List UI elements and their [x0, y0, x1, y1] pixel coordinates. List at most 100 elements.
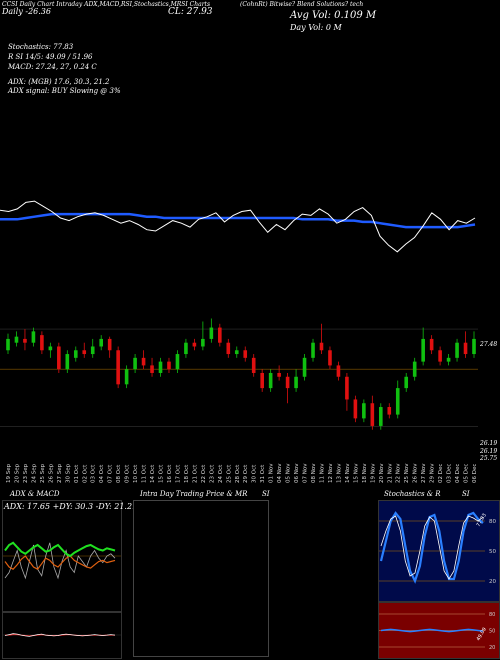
x-axis-tick-label: 13 Nov: [336, 463, 342, 483]
candle-body: [218, 327, 222, 343]
candle-body: [150, 365, 154, 373]
x-axis-tick-label: 21 Nov: [387, 463, 393, 483]
x-axis-tick-label: 20 Sep: [14, 463, 20, 483]
x-axis-tick-label: 24 Oct: [218, 464, 224, 483]
candle-body: [395, 388, 400, 415]
x-axis-tick-label: 14 Oct: [150, 464, 156, 483]
day-vol: Day Vol: 0 M: [290, 23, 342, 32]
candle-body: [234, 350, 239, 355]
candle-body: [116, 350, 120, 385]
x-axis-labels: 19 Sep 20 Sep 23 Sep 24 Sep 25 Sep 26 Sep 27 S…: [6, 463, 478, 483]
candle-body: [48, 346, 53, 351]
x-axis-tick-label: 04 Dec: [455, 464, 461, 483]
price-panel: [0, 318, 500, 460]
stoch-value-label: 77.83: [476, 513, 488, 528]
intraday-panel-title: Intra Day Trading Price & MR: [140, 490, 248, 498]
price-chart: [0, 318, 478, 430]
x-axis-tick-label: 25 Sep: [40, 463, 46, 483]
candle-body: [57, 346, 61, 370]
x-axis-tick-label: 26 Sep: [48, 463, 54, 483]
x-axis-tick-label: 06 Dec: [472, 464, 478, 483]
adx-chart: [3, 541, 121, 580]
rsi-series: [380, 628, 484, 633]
stoch-panel-title: Stochastics & R: [384, 490, 441, 498]
candle-body: [158, 361, 163, 373]
x-axis-tick-label: 11 Nov: [319, 463, 325, 483]
x-axis-tick-label: 29 Nov: [430, 463, 436, 483]
x-axis-tick-label: 20 Nov: [379, 463, 385, 483]
candle-body: [328, 350, 332, 366]
stoch-series-d: [380, 515, 484, 580]
x-axis-tick-label: 01 Oct: [74, 464, 80, 483]
adx-panel-values: ADX: 17.65 +DY: 30.3 -DY: 21.21: [4, 502, 138, 511]
x-axis-tick-label: 19 Nov: [370, 463, 376, 483]
price-label-bottom-3: 25.75: [480, 455, 498, 462]
candle-body: [107, 338, 112, 351]
stochastics-readout: Stochastics: 77.83: [8, 43, 74, 51]
x-axis-tick-label: 10 Oct: [133, 464, 139, 483]
header-top-line: CCSI Daily Chart Intraday ADX,MACD,RSI,S…: [2, 1, 211, 8]
x-axis-tick-label: 14 Nov: [345, 463, 351, 483]
candle-body: [133, 357, 137, 370]
x-axis-tick-label: 02 Dec: [438, 464, 444, 483]
candle-body: [141, 357, 146, 366]
candle-body: [251, 357, 256, 373]
candle-body: [336, 365, 341, 377]
x-axis-tick-label: 22 Nov: [396, 463, 402, 483]
adx-panel: [2, 500, 122, 612]
candle-body: [463, 342, 468, 355]
candle-body: [446, 357, 451, 362]
x-axis-tick-label: 11 Oct: [142, 464, 148, 483]
x-axis-tick-label: 22 Oct: [201, 464, 207, 483]
overlay-chart: [0, 200, 476, 253]
x-axis-tick-label: 18 Nov: [362, 463, 368, 483]
candle-body: [472, 338, 476, 355]
company-name: (CohnRt) Bitwise? Blend Solutions? tech: [240, 1, 364, 8]
candle-body: [429, 338, 434, 351]
candle-body: [31, 331, 36, 343]
x-axis-tick-label: 27 Nov: [421, 463, 427, 483]
x-axis-tick-label: 07 Nov: [303, 463, 309, 483]
x-axis-tick-label: 03 Dec: [447, 464, 453, 483]
x-axis-tick-label: 08 Nov: [311, 463, 317, 483]
candle-body: [404, 376, 409, 389]
macd-series-macd: [4, 633, 116, 637]
cl-value: CL: 27.93: [168, 7, 213, 17]
adx-series-plus-di: [4, 541, 116, 558]
x-axis-tick-label: 24 Sep: [31, 463, 37, 483]
price-label-bottom-2: 26.19: [480, 448, 498, 455]
stoch-tick-label: 80: [489, 519, 496, 525]
x-axis-tick-label: 30 Oct: [252, 464, 258, 483]
x-axis-tick-label: 30 Sep: [65, 463, 71, 483]
candle-body: [82, 350, 87, 355]
stoch-tick-label: 50: [489, 549, 496, 555]
candle-body: [65, 354, 70, 370]
adx-readout: ADX: (MGB) 17.6, 30.3, 21.2: [8, 78, 110, 86]
x-axis-tick-label: 25 Oct: [226, 464, 232, 483]
candle-body: [260, 372, 264, 389]
candle-body: [277, 372, 281, 377]
candle-body: [302, 357, 307, 377]
macd-readout: MACD: 27.24, 27, 0.24 C: [8, 63, 97, 71]
x-axis-tick-label: 05 Dec: [464, 464, 470, 483]
candle-body: [311, 342, 315, 358]
candle-body: [387, 407, 392, 415]
candle-body: [438, 350, 442, 362]
candle-body: [184, 342, 188, 355]
candle-body: [226, 342, 231, 355]
candle-body: [243, 350, 248, 358]
adx-signal: ADX signal: BUY Slowing @ 3%: [8, 87, 121, 95]
x-axis-tick-label: 21 Oct: [192, 464, 198, 483]
candle-body: [6, 338, 10, 351]
x-axis-tick-label: 04 Nov: [277, 463, 283, 483]
x-axis-tick-label: 05 Nov: [286, 463, 292, 483]
candle-body: [319, 342, 324, 351]
stoch-panel: 80 50 20 77.83: [378, 500, 500, 602]
stochastics-chart: 80 50 20 77.83: [379, 511, 496, 585]
candle-body: [14, 336, 19, 343]
candle-body: [294, 376, 298, 389]
candle-body: [167, 361, 171, 370]
candle-body: [23, 338, 27, 343]
x-axis-tick-label: 19 Sep: [6, 463, 12, 483]
